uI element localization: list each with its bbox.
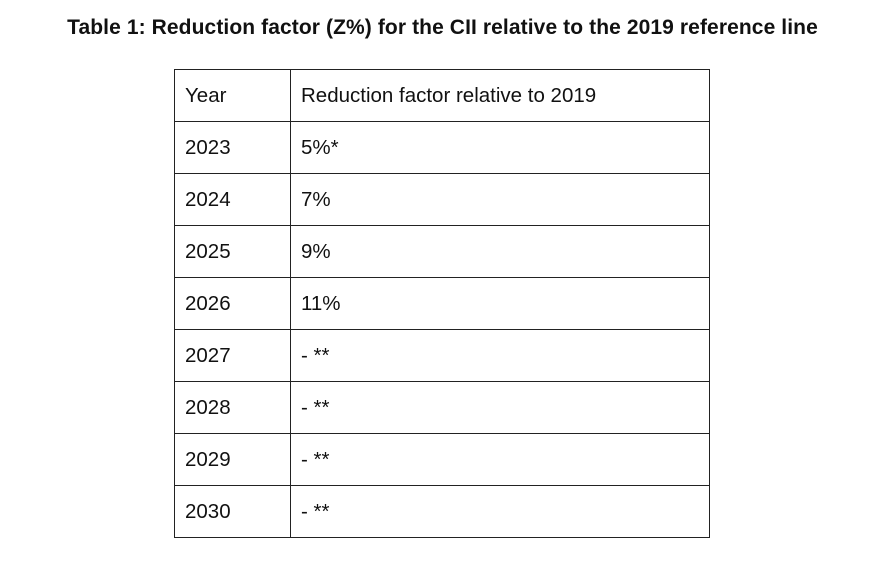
- reduction-factor-cell: 5%*: [290, 121, 710, 174]
- header-reduction-factor: Reduction factor relative to 2019: [290, 69, 710, 122]
- table-row: 2023 5%*: [174, 121, 710, 174]
- reduction-factor-cell: - **: [290, 485, 710, 538]
- header-year: Year: [174, 69, 291, 122]
- year-cell: 2024: [174, 173, 291, 226]
- table-row: 2030 - **: [174, 485, 710, 538]
- table-row: 2028 - **: [174, 381, 710, 434]
- table-row: 2027 - **: [174, 329, 710, 382]
- year-cell: 2023: [174, 121, 291, 174]
- year-cell: 2030: [174, 485, 291, 538]
- year-cell: 2027: [174, 329, 291, 382]
- reduction-factor-cell: 11%: [290, 277, 710, 330]
- reduction-factor-cell: - **: [290, 329, 710, 382]
- reduction-factor-cell: 9%: [290, 225, 710, 278]
- year-cell: 2029: [174, 433, 291, 486]
- year-cell: 2028: [174, 381, 291, 434]
- table-row: 2024 7%: [174, 173, 710, 226]
- reduction-factor-cell: - **: [290, 433, 710, 486]
- reduction-factor-table: Year Reduction factor relative to 2019 2…: [174, 69, 710, 538]
- table-title: Table 1: Reduction factor (Z%) for the C…: [67, 16, 818, 39]
- table-row: 2029 - **: [174, 433, 710, 486]
- table-row: 2025 9%: [174, 225, 710, 278]
- table-row: 2026 11%: [174, 277, 710, 330]
- year-cell: 2025: [174, 225, 291, 278]
- year-cell: 2026: [174, 277, 291, 330]
- table-header-row: Year Reduction factor relative to 2019: [174, 69, 710, 122]
- reduction-factor-cell: 7%: [290, 173, 710, 226]
- reduction-factor-cell: - **: [290, 381, 710, 434]
